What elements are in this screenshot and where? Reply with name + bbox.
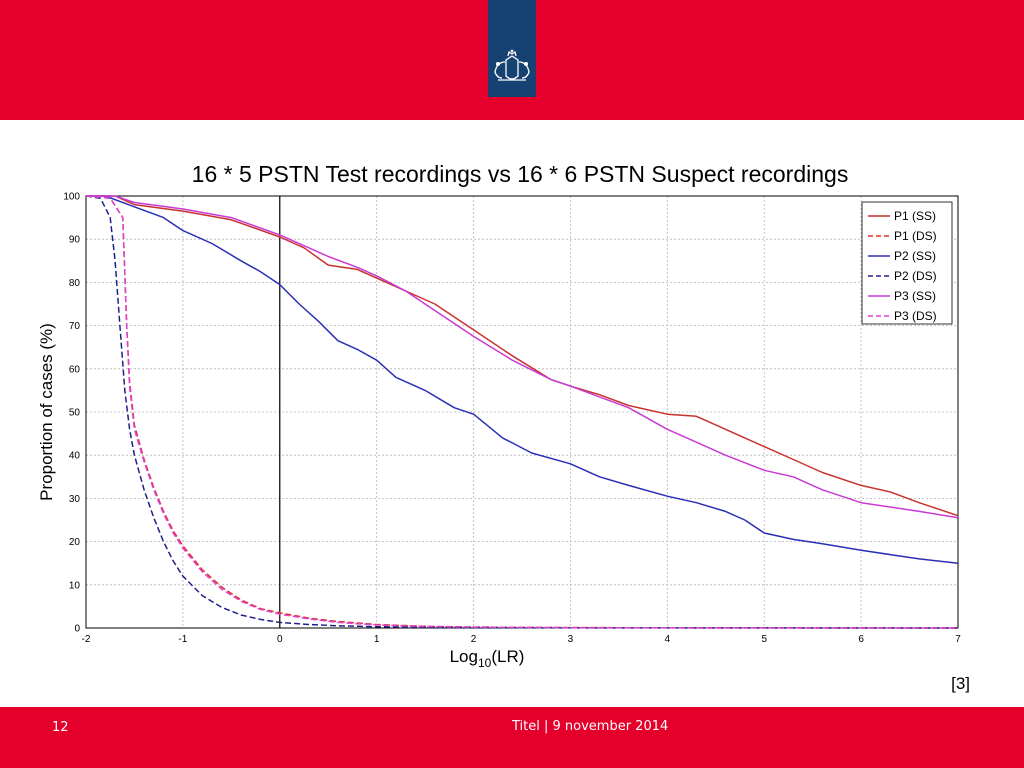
y-tick-label: 20 bbox=[69, 537, 81, 548]
legend-entry: P3 (DS) bbox=[894, 309, 937, 323]
x-tick-label: 6 bbox=[858, 634, 864, 645]
logo bbox=[488, 0, 536, 97]
legend-entry: P2 (DS) bbox=[894, 269, 937, 283]
y-tick-label: 0 bbox=[74, 624, 80, 635]
legend-box bbox=[861, 201, 953, 325]
y-tick-label: 70 bbox=[69, 321, 81, 332]
series-line-6 bbox=[85, 195, 959, 629]
chart: 16 * 5 PSTN Test recordings vs 16 * 6 PS… bbox=[0, 150, 1024, 680]
series-line-1 bbox=[86, 195, 959, 517]
x-axis-label: Log10(LR) bbox=[450, 647, 525, 670]
dutch-government-coat-of-arms-icon bbox=[494, 49, 530, 81]
x-tick-label: -2 bbox=[82, 634, 91, 645]
legend-entry: P3 (SS) bbox=[894, 289, 936, 303]
y-tick-label: 60 bbox=[69, 364, 81, 375]
y-tick-label: 50 bbox=[69, 408, 81, 419]
chart-title: 16 * 5 PSTN Test recordings vs 16 * 6 PS… bbox=[192, 161, 849, 187]
y-tick-label: 30 bbox=[69, 494, 81, 505]
grid bbox=[85, 195, 959, 629]
y-tick-label: 40 bbox=[69, 451, 81, 462]
x-tick-label: 7 bbox=[955, 634, 961, 645]
legend: P1 (SS) P1 (DS) P2 (SS) P2 (DS) P3 (SS) P3 (D… bbox=[861, 201, 953, 325]
series-line-5 bbox=[86, 195, 959, 519]
legend-entry: P1 (DS) bbox=[894, 229, 937, 243]
x-tick-label: 1 bbox=[374, 634, 380, 645]
legend-entry: P2 (SS) bbox=[894, 249, 936, 263]
y-tick-label: 100 bbox=[63, 192, 80, 203]
y-axis-label: Proportion of cases (%) bbox=[37, 323, 56, 501]
x-tick-label: 0 bbox=[277, 634, 283, 645]
x-axis-label-base: Log bbox=[450, 647, 478, 666]
x-tick-label: 5 bbox=[761, 634, 767, 645]
bottom-banner bbox=[0, 707, 1024, 768]
x-axis-label-rest: (LR) bbox=[491, 647, 524, 666]
page-number: 12 bbox=[52, 720, 69, 735]
footer-text: Titel | 9 november 2014 bbox=[512, 719, 669, 734]
y-tick-label: 90 bbox=[69, 235, 81, 246]
series bbox=[85, 195, 959, 629]
series-line-3 bbox=[86, 195, 959, 564]
x-tick-label: -1 bbox=[178, 634, 187, 645]
x-tick-label: 3 bbox=[568, 634, 574, 645]
x-tick-label: 2 bbox=[471, 634, 477, 645]
legend-entry: P1 (SS) bbox=[894, 209, 936, 223]
y-tick-label: 10 bbox=[69, 580, 81, 591]
x-tick-label: 4 bbox=[665, 634, 671, 645]
y-tick-label: 80 bbox=[69, 278, 81, 289]
x-axis-label-subscript: 10 bbox=[478, 656, 492, 670]
reference-label: [3] bbox=[951, 674, 970, 693]
